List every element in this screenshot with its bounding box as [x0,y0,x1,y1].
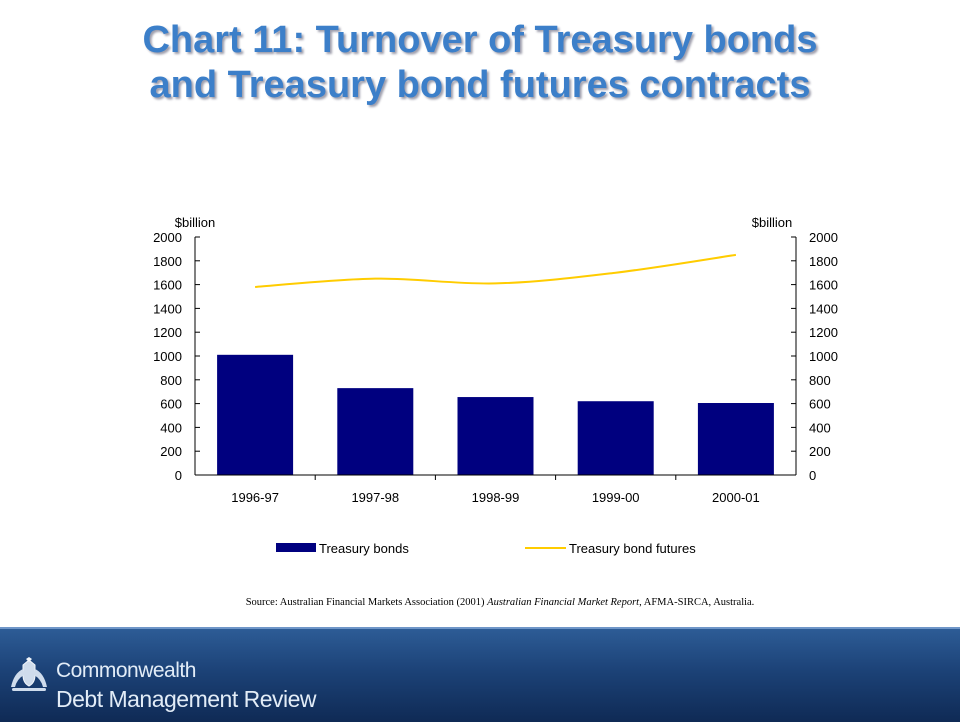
y-left-tick-label: 1800 [153,254,182,269]
bar-treasury-bonds-1996-97 [217,354,294,475]
slide-title-line2: and Treasury bond futures contracts [149,64,811,106]
y-left-tick-label: 800 [160,373,182,388]
source-note: Source: Australian Financial Markets Ass… [0,597,960,608]
legend-label-treasury-bonds: Treasury bonds [319,541,409,556]
slide-title-line1: Chart 11: Turnover of Treasury bonds [142,19,818,61]
y-right-tick-label: 600 [809,397,831,412]
x-tick-label: 2000-01 [712,490,760,505]
y-left-tick-label: 400 [160,420,182,435]
y-left-tick-label: 200 [160,444,182,459]
y-left-tick-label: 2000 [153,230,182,245]
slide-title: Chart 11: Turnover of Treasury bonds and… [0,18,960,108]
y-right-tick-label: 0 [809,468,816,483]
source-prefix: Source: Australian Financial Markets Ass… [245,597,488,608]
source-publication: Australian Financial Market Report [487,597,640,608]
y-right-tick-label: 400 [809,420,831,435]
x-tick-label: 1996-97 [231,490,279,505]
y-left-unit-label: $billion [175,215,215,230]
y-left-tick-label: 1200 [153,325,182,340]
x-tick-label: 1997-98 [351,490,399,505]
y-right-tick-label: 1000 [809,349,838,364]
source-suffix: , AFMA-SIRCA, Australia. [639,597,755,608]
y-right-tick-label: 200 [809,444,831,459]
y-left-tick-label: 600 [160,397,182,412]
bar-treasury-bonds-1999-00 [577,401,654,475]
legend-label-treasury-bond-futures: Treasury bond futures [569,541,696,556]
y-right-unit-label: $billion [752,215,792,230]
turnover-chart: 0 200 400 600 800 1000 1200 1400 1600 1800 2000 0 20… [153,215,838,556]
x-tick-label: 1999-00 [592,490,640,505]
bar-treasury-bonds-1997-98 [337,388,414,475]
y-right-tick-label: 2000 [809,230,838,245]
footer-banner: Commonwealth Debt Management Review [0,627,960,722]
y-left-tick-label: 1600 [153,278,182,293]
y-right-tick-label: 800 [809,373,831,388]
bar-treasury-bonds-2000-01 [697,403,774,475]
y-left-tick-label: 1000 [153,349,182,364]
line-treasury-bond-futures [255,253,737,288]
y-right-tick-label: 1600 [809,278,838,293]
coat-of-arms-icon [11,657,47,691]
y-right-tick-label: 1400 [809,301,838,316]
y-left-tick-label: 0 [175,468,182,483]
footer-line1: Commonwealth [56,659,196,682]
x-tick-label: 1998-99 [472,490,520,505]
y-left-tick-label: 1400 [153,301,182,316]
legend-swatch-treasury-bonds [276,543,316,552]
y-right-tick-label: 1200 [809,325,838,340]
bar-treasury-bonds-1998-99 [457,397,534,475]
footer-line2: Debt Management Review [56,686,317,712]
y-right-tick-label: 1800 [809,254,838,269]
